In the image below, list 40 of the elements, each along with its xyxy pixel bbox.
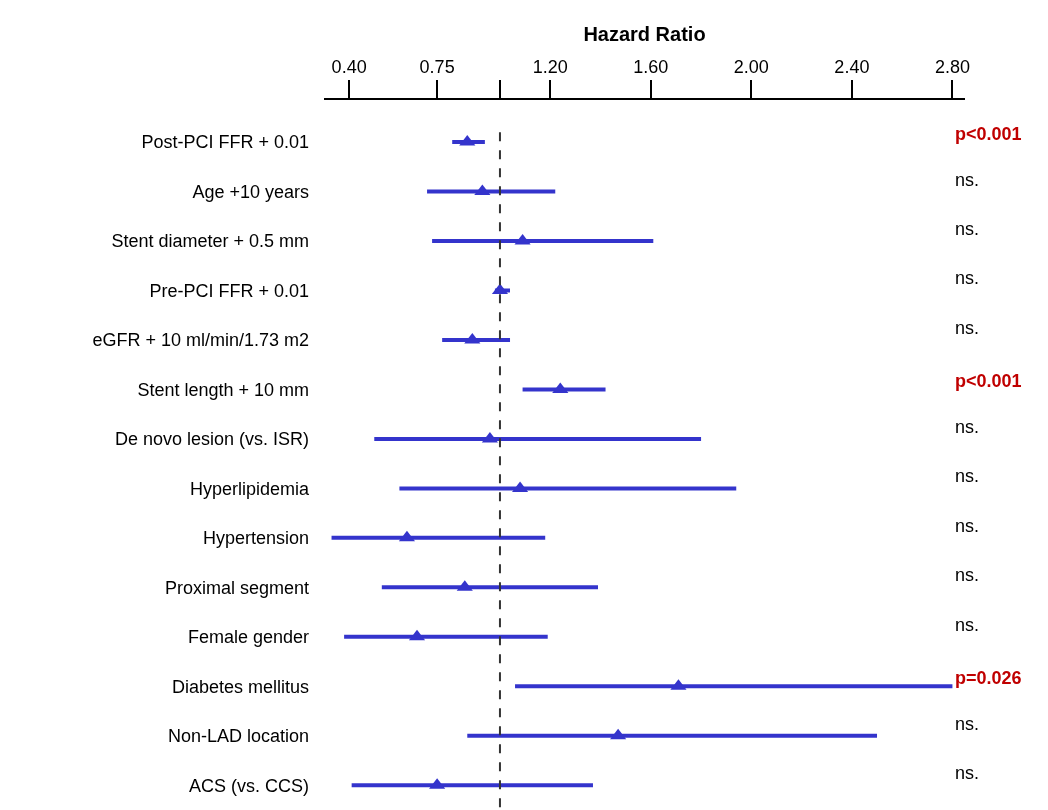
y-tick-label: Non-LAD location: [167, 726, 309, 747]
y-tick-label: eGFR + 10 ml/min/1.73 m2: [92, 330, 309, 351]
y-tick-label: ACS (vs. CCS): [188, 775, 309, 796]
y-tick-label: Stent length + 10 mm: [137, 379, 309, 400]
x-axis-title: Hazard Ratio: [583, 22, 706, 45]
point: [464, 332, 481, 344]
annotation: p=0.026: [955, 668, 1022, 688]
y-tick-label: Hypertension: [202, 528, 309, 549]
annotation: ns.: [955, 417, 980, 437]
y-tick-label: Stent diameter + 0.5 mm: [111, 231, 309, 252]
annotation: ns.: [955, 318, 980, 338]
annotation: ns.: [955, 466, 980, 486]
y-tick-label: Pre-PCI FFR + 0.01: [149, 280, 309, 301]
annotation: ns.: [955, 170, 980, 190]
x-tick-label: 1.20: [532, 56, 568, 77]
annotation: p<0.001: [955, 371, 1022, 391]
y-tick-label: Proximal segment: [164, 577, 309, 598]
annotation: ns.: [955, 763, 980, 783]
y-tick-label: Diabetes mellitus: [171, 676, 309, 697]
y-tick-label: Hyperlipidemia: [189, 478, 310, 499]
x-tick-label: 1.60: [633, 56, 669, 77]
x-tick-label: 0.75: [419, 56, 455, 77]
annotation: ns.: [955, 714, 980, 734]
point: [481, 431, 498, 443]
annotation: ns.: [955, 565, 980, 585]
annotation: ns.: [955, 516, 980, 536]
x-tick-label: 2.80: [934, 56, 970, 77]
y-tick-label: De novo lesion (vs. ISR): [114, 429, 309, 450]
annotation: ns.: [955, 615, 980, 635]
x-tick-label: 2.00: [733, 56, 769, 77]
annotation: ns.: [955, 268, 980, 288]
annotation: ns.: [955, 219, 980, 239]
x-tick-label: 2.40: [834, 56, 870, 77]
annotation: p<0.001: [955, 124, 1022, 144]
y-tick-label: Post-PCI FFR + 0.01: [141, 132, 309, 153]
point: [474, 184, 491, 196]
y-tick-label: Female gender: [187, 627, 309, 648]
y-tick-label: Age +10 years: [192, 181, 309, 202]
point: [610, 728, 627, 740]
x-tick-label: 0.40: [331, 56, 367, 77]
